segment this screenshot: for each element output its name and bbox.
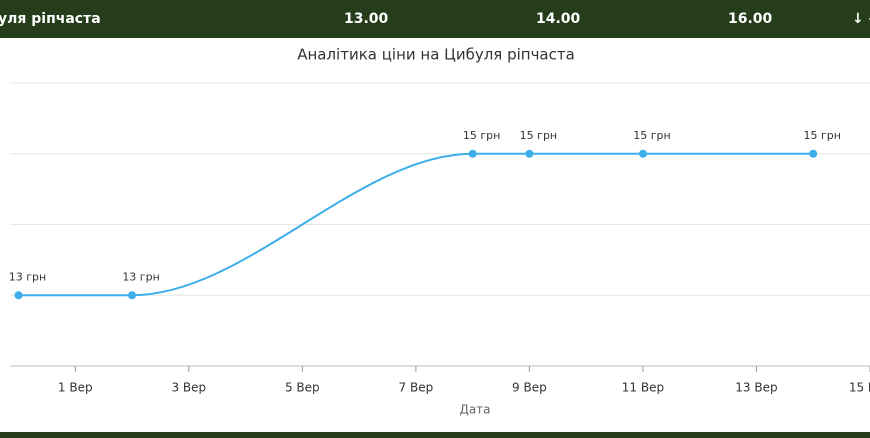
x-tick-label: 11 Вер — [622, 381, 664, 395]
chart-title: Аналітика ціни на Цибуля ріпчаста — [297, 46, 575, 64]
x-tick-label: 3 Вер — [171, 381, 206, 395]
price-cell: 16.00 — [728, 11, 773, 27]
price-cell: 13.00 — [344, 11, 389, 27]
data-label: 15 грн — [463, 129, 500, 142]
product-name: уля ріпчаста — [0, 11, 101, 27]
price-cell: 14.00 — [536, 11, 581, 27]
data-label: 15 грн — [804, 129, 841, 142]
footer-bar — [0, 432, 870, 438]
data-label: 13 грн — [9, 270, 46, 283]
x-tick-label: 7 Вер — [399, 381, 434, 395]
x-tick-label: 1 Вер — [58, 381, 93, 395]
data-label: 15 грн — [633, 129, 670, 142]
data-point — [14, 291, 23, 300]
x-axis-label: Дата — [459, 403, 490, 417]
table-row: уля ріпчаста 13.00 14.00 16.00 ↓ - — [0, 0, 870, 38]
chart: Аналітика ціни на Цибуля ріпчаста Дата 1… — [9, 46, 870, 417]
data-point — [809, 149, 818, 158]
x-tick-label: 15 Вер — [849, 381, 870, 395]
x-tick-label: 13 Вер — [735, 381, 777, 395]
x-tick-label: 5 Вер — [285, 381, 320, 395]
data-label: 15 грн — [520, 129, 557, 142]
data-point — [638, 149, 647, 158]
trend-cell: ↓ - — [852, 11, 870, 27]
data-point — [468, 149, 477, 158]
data-point — [525, 149, 534, 158]
data-label: 13 грн — [122, 270, 159, 283]
x-tick-label: 9 Вер — [512, 381, 547, 395]
data-point — [128, 291, 137, 300]
